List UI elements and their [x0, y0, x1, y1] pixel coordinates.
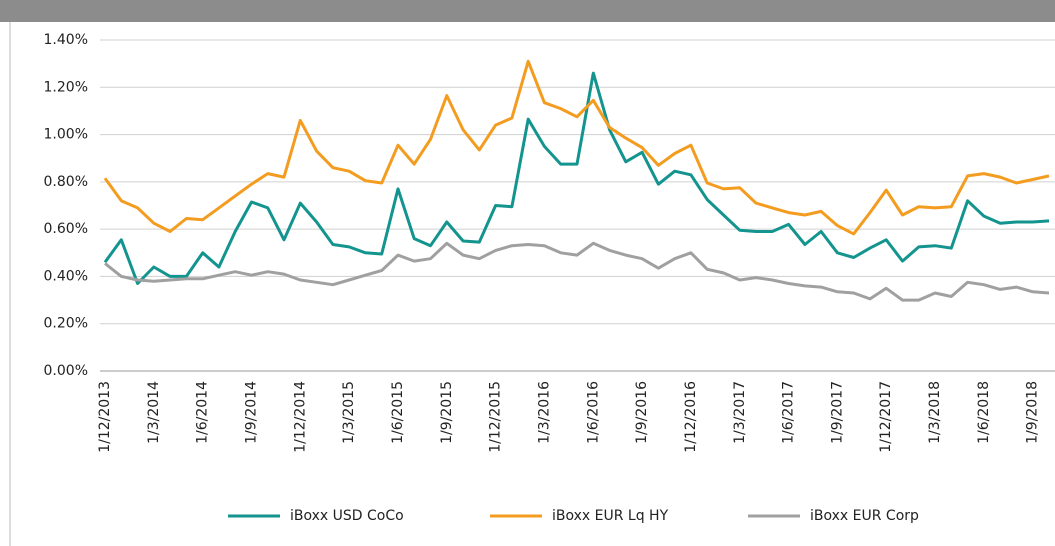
- y-tick-label: 1.00%: [44, 127, 88, 143]
- x-tick-label: 1/9/2014: [243, 381, 259, 444]
- x-tick-label: 1/9/2016: [634, 381, 650, 444]
- x-tick-label: 1/12/2015: [488, 381, 504, 453]
- x-tick-label: 1/12/2017: [878, 381, 894, 453]
- x-tick-label: 1/12/2016: [683, 381, 699, 453]
- x-tick-label: 1/6/2015: [390, 381, 406, 444]
- x-tick-label: 1/9/2018: [1025, 381, 1041, 444]
- x-tick-label: 1/6/2018: [976, 381, 992, 444]
- y-tick-label: 0.20%: [44, 316, 88, 332]
- x-tick-label: 1/12/2014: [292, 381, 308, 453]
- header-bar: [0, 0, 1055, 22]
- x-tick-label: 1/6/2014: [195, 381, 211, 444]
- x-tick-label: 1/12/2013: [97, 381, 113, 453]
- y-tick-label: 0.80%: [44, 174, 88, 190]
- legend-label: iBoxx EUR Lq HY: [552, 508, 669, 524]
- x-tick-label: 1/3/2016: [536, 381, 552, 444]
- x-tick-label: 1/3/2014: [146, 381, 162, 444]
- series-line: [103, 71, 1050, 285]
- x-tick-label: 1/9/2015: [439, 381, 455, 444]
- x-tick-label: 1/3/2017: [732, 381, 748, 444]
- x-tick-label: 1/3/2015: [341, 381, 357, 444]
- y-tick-label: 1.40%: [44, 32, 88, 48]
- x-tick-label: 1/6/2017: [781, 381, 797, 444]
- y-tick-label: 1.20%: [44, 79, 88, 95]
- series-line: [104, 241, 1050, 302]
- legend-label: iBoxx USD CoCo: [290, 508, 404, 524]
- y-tick-label: 0.60%: [44, 221, 88, 237]
- series-line: [103, 59, 1050, 236]
- x-tick-label: 1/3/2018: [927, 381, 943, 444]
- x-tick-label: 1/6/2016: [585, 381, 601, 444]
- x-tick-label: 1/9/2017: [829, 381, 845, 444]
- y-tick-label: 0.40%: [44, 268, 88, 284]
- legend-label: iBoxx EUR Corp: [810, 508, 919, 524]
- y-tick-label: 0.00%: [44, 363, 88, 379]
